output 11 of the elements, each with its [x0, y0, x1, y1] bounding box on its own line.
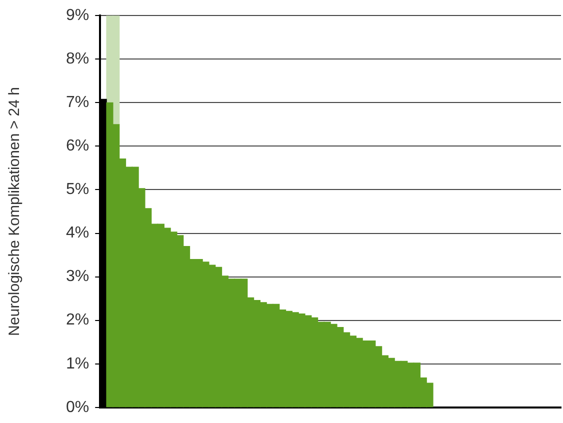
y-tick-label: 5% — [66, 181, 90, 198]
y-tick-label: 0% — [66, 398, 90, 416]
y-tick-label: 2% — [66, 312, 90, 329]
y-tick-label: 3% — [66, 268, 90, 286]
y-tick-label: 7% — [66, 94, 90, 112]
y-axis-title: Neurologische Komplikationen > 24 h — [6, 87, 24, 336]
y-tick-label: 8% — [66, 50, 90, 68]
y-tick-label: 6% — [66, 138, 90, 155]
y-tick-label: 1% — [66, 355, 90, 372]
y-tick-label: 4% — [66, 224, 90, 242]
y-tick-label: 9% — [66, 7, 90, 24]
